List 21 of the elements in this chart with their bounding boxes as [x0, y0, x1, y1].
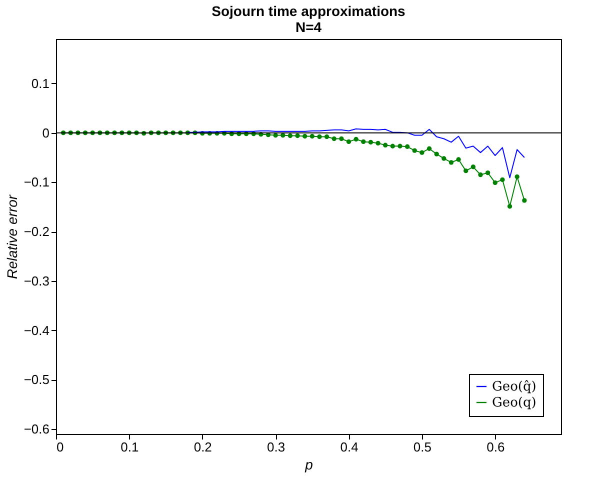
y-tick-label: 0.1	[31, 76, 50, 91]
x-tick-label: 0.6	[486, 440, 505, 454]
legend-label: Geo(q̂)	[492, 380, 536, 394]
text: Sojourn time approximations	[212, 3, 406, 19]
y-tick-label: 0	[42, 125, 50, 140]
x-tick-label: 0.5	[413, 440, 432, 454]
y-tick-label: −0.3	[24, 273, 50, 288]
y-axis-title: Relative error	[4, 194, 20, 280]
x-tick-label: 0	[56, 440, 64, 454]
x-tick-label: 0.3	[267, 440, 286, 454]
y-tick-label: −0.2	[24, 224, 50, 240]
x-tick-label: 0.1	[120, 440, 139, 454]
y-tick-label: −0.5	[24, 372, 50, 388]
x-tick-label: 0.4	[340, 440, 358, 454]
legend-label: Geo(q)	[492, 396, 536, 410]
x-tick-label: 0.2	[194, 440, 212, 454]
y-tick-label: −0.6	[24, 422, 50, 437]
x-axis-title: p	[304, 456, 314, 472]
text: N=4	[295, 19, 322, 35]
y-tick-label: −0.1	[24, 174, 50, 190]
y-tick-label: −0.4	[24, 322, 50, 338]
